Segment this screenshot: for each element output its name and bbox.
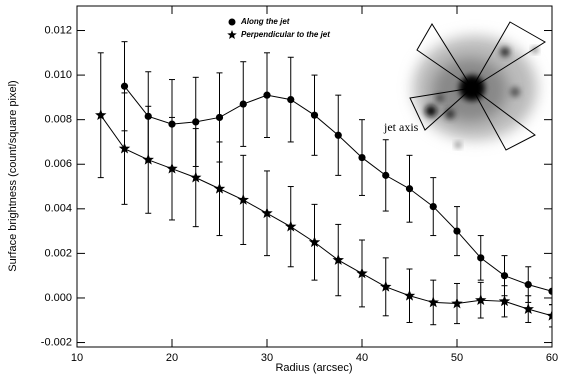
annotation: jet axis	[383, 120, 419, 134]
marker-circle	[358, 153, 366, 162]
y-tick-label: 0.004	[44, 203, 72, 215]
y-tick-label: 0.010	[44, 69, 72, 81]
y-tick-label: 0.006	[44, 158, 72, 170]
legend-label: Perpendicular to the jet	[241, 30, 330, 39]
marker-star	[546, 309, 552, 321]
x-tick-label: 30	[261, 352, 273, 364]
plot-frame	[76, 5, 553, 348]
legend-label: Along the jet	[240, 17, 290, 26]
plot-area	[95, 41, 552, 328]
marker-star	[213, 182, 226, 194]
marker-star	[498, 295, 511, 307]
marker-star	[190, 171, 202, 183]
marker-circle	[263, 91, 271, 99]
marker-circle	[215, 113, 224, 122]
x-axis-label: Radius (arcsec)	[275, 362, 352, 374]
marker-star	[475, 294, 487, 306]
marker-star	[237, 193, 249, 205]
marker-circle	[500, 272, 509, 280]
marker-star	[427, 296, 439, 308]
x-tick-label: 20	[166, 352, 178, 364]
marker-circle	[334, 131, 342, 139]
y-tick-label: 0.012	[44, 24, 72, 36]
marker-circle	[120, 82, 129, 90]
marker-circle	[429, 202, 437, 211]
marker-star	[403, 289, 416, 301]
marker-circle	[453, 227, 461, 235]
y-tick-label: 0.008	[44, 114, 72, 126]
marker-star	[95, 109, 107, 121]
y-tick-label: -0.002	[41, 336, 72, 348]
y-tick-label: 0.002	[44, 247, 72, 259]
marker-circle	[477, 254, 485, 262]
marker-star	[451, 297, 463, 309]
y-axis-label: Surface brightness (count/square pixel)	[7, 80, 19, 271]
marker-star	[166, 162, 178, 174]
marker-circle	[239, 100, 247, 108]
marker-star	[261, 207, 273, 219]
marker-star	[142, 153, 154, 165]
marker-circle	[310, 111, 319, 119]
marker-circle	[524, 280, 532, 289]
x-tick-label: 40	[356, 352, 368, 364]
series-line	[100, 114, 552, 317]
x-tick-label: 60	[546, 352, 558, 364]
inset-image	[409, 21, 546, 151]
marker-star	[308, 236, 321, 248]
marker-star	[380, 280, 392, 292]
marker-star	[285, 220, 297, 232]
marker-star	[522, 303, 534, 314]
marker-star	[332, 254, 344, 265]
y-tick-label: 0.000	[44, 292, 72, 304]
legend-marker	[228, 18, 236, 26]
marker-circle	[405, 185, 414, 193]
x-tick-label: 10	[71, 352, 83, 364]
marker-circle	[382, 171, 390, 179]
marker-circle	[192, 118, 200, 126]
marker-star	[118, 142, 131, 154]
marker-star	[356, 267, 368, 279]
marker-circle	[548, 287, 552, 295]
x-tick-label: 50	[451, 352, 463, 364]
axes	[76, 6, 553, 347]
marker-circle	[287, 96, 295, 104]
legend-marker	[227, 30, 237, 40]
